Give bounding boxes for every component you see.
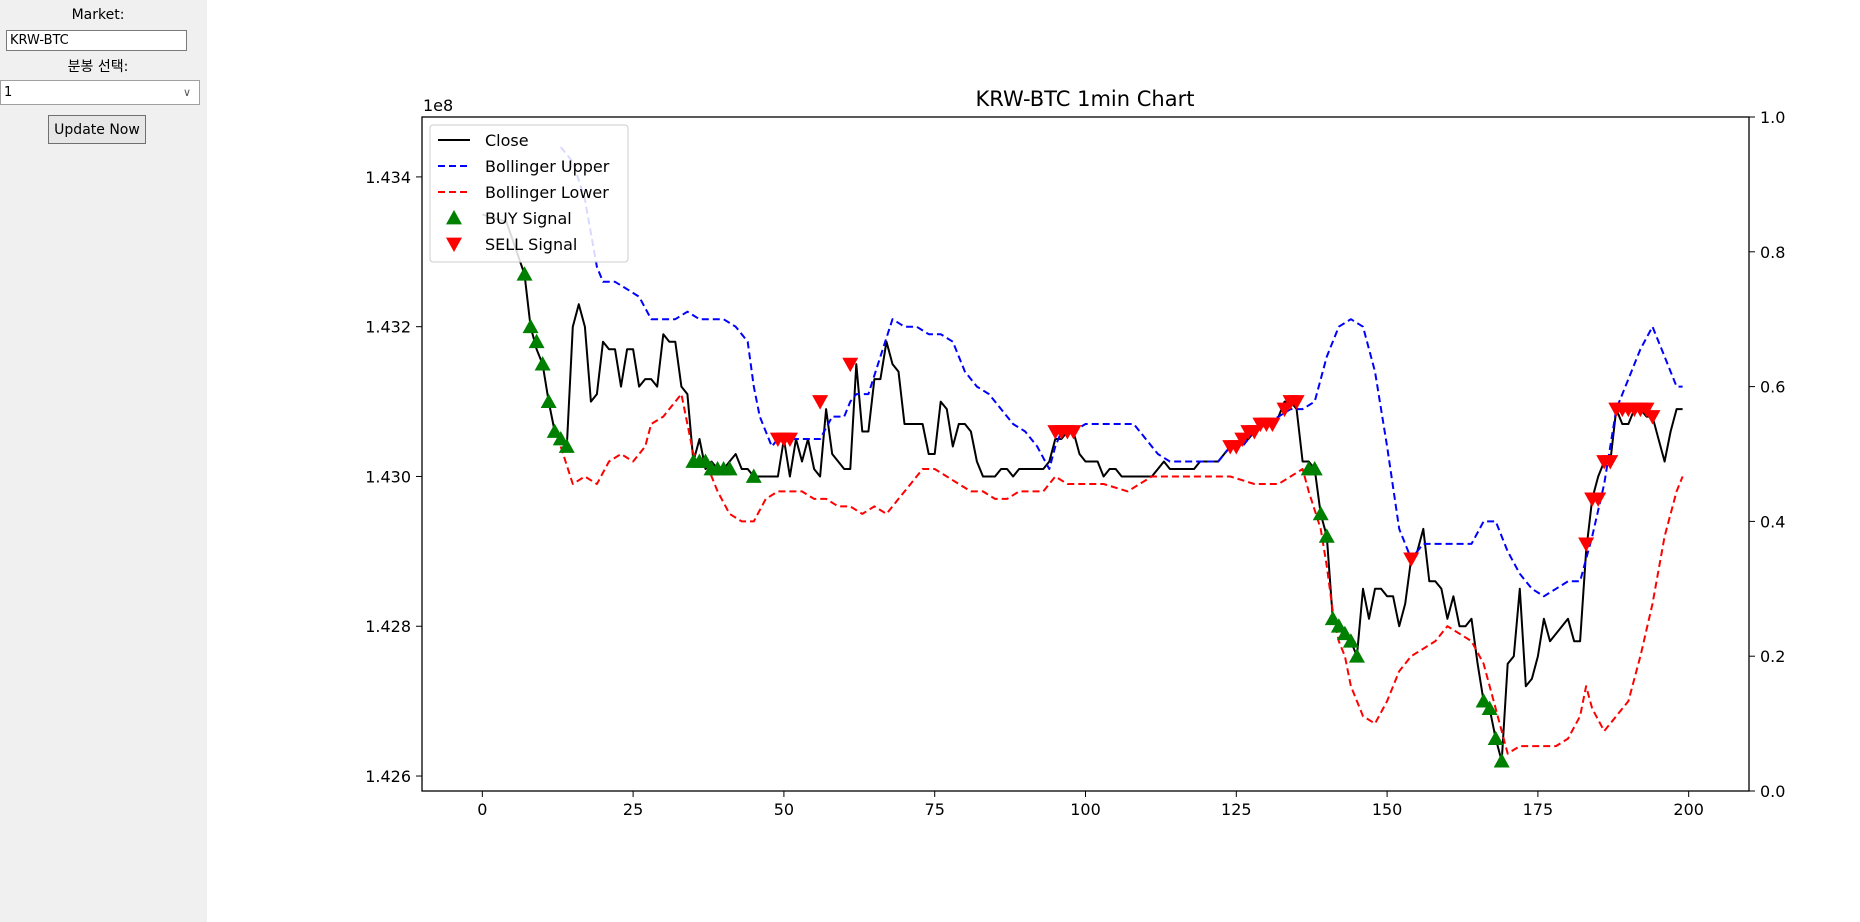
market-input[interactable] bbox=[6, 30, 187, 51]
sell-signal-marker bbox=[842, 357, 859, 373]
legend: Close Bollinger Upper Bollinger Lower BUY S… bbox=[429, 124, 629, 263]
y2-tick-label: 0.4 bbox=[1760, 512, 1785, 531]
y-tick-label: 1.432 bbox=[365, 318, 411, 337]
buy-signal-marker bbox=[1312, 505, 1329, 521]
buy-signal-marker bbox=[1318, 528, 1335, 543]
x-tick-label: 125 bbox=[1221, 800, 1252, 819]
legend-sell-signal-label: SELL Signal bbox=[485, 235, 577, 254]
y-tick-label: 1.430 bbox=[365, 467, 411, 486]
sell-signal-marker bbox=[781, 432, 798, 448]
y-tick-label: 1.428 bbox=[365, 617, 411, 636]
buy-signal-marker bbox=[1330, 618, 1347, 633]
sell-signal-marker bbox=[1602, 455, 1619, 470]
y2-tick-label: 0.8 bbox=[1760, 243, 1785, 262]
x-tick-label: 0 bbox=[477, 800, 487, 819]
x-tick-label: 25 bbox=[623, 800, 643, 819]
x-tick-label: 50 bbox=[774, 800, 794, 819]
buy-signal-marker bbox=[1487, 730, 1504, 745]
y-tick-label: 1.426 bbox=[365, 767, 411, 786]
buy-signal-marker bbox=[697, 453, 714, 468]
buy-signal-marker bbox=[534, 356, 551, 371]
buy-signal-marker bbox=[522, 318, 539, 334]
bollinger-upper-line bbox=[559, 146, 1683, 598]
update-now-button[interactable]: Update Now bbox=[48, 115, 146, 144]
close-line bbox=[482, 213, 1683, 762]
buy-signal-marker bbox=[1481, 700, 1498, 716]
legend-box bbox=[429, 124, 629, 263]
interval-select[interactable]: 1 bbox=[0, 80, 200, 105]
y2-tick-label: 0.0 bbox=[1760, 782, 1785, 801]
sell-signal-marker bbox=[1234, 432, 1251, 448]
buy-signal-marker bbox=[540, 393, 557, 408]
legend-sell-signal-swatch bbox=[446, 237, 462, 252]
x-tick-label: 150 bbox=[1372, 800, 1403, 819]
buy-signal-marker bbox=[745, 468, 762, 483]
x-tick-label: 175 bbox=[1523, 800, 1554, 819]
buy-signal-marker bbox=[1336, 625, 1353, 641]
buy-signal-marker bbox=[1475, 693, 1492, 708]
plot-frame bbox=[421, 116, 1750, 792]
buy-signal-marker bbox=[546, 423, 563, 438]
x-tick-label: 75 bbox=[925, 800, 945, 819]
sell-signal-marker bbox=[1403, 552, 1420, 567]
buy-signal-marker bbox=[1306, 460, 1323, 476]
legend-bollinger-upper-label: Bollinger Upper bbox=[485, 157, 610, 176]
buy-signal-marker bbox=[1342, 633, 1359, 648]
legend-bollinger-lower-label: Bollinger Lower bbox=[485, 183, 609, 202]
legend-buy-signal-swatch bbox=[446, 210, 462, 225]
buy-signal-marker bbox=[528, 333, 545, 349]
control-panel: Market: 분봉 선택: 1 ∨ Update Now bbox=[0, 0, 207, 922]
sell-signal-marker bbox=[1246, 425, 1263, 440]
market-label: Market: bbox=[71, 7, 125, 23]
buy-signal-marker bbox=[552, 431, 569, 446]
legend-close-label: Close bbox=[485, 131, 529, 150]
x-tick-label: 200 bbox=[1673, 800, 1704, 819]
sell-signal-marker bbox=[1578, 537, 1595, 552]
buy-signal-marker bbox=[1324, 610, 1341, 626]
y-tick-label: 1.434 bbox=[365, 168, 411, 187]
y2-tick-label: 1.0 bbox=[1760, 108, 1785, 127]
plot-area bbox=[482, 146, 1684, 768]
bollinger-lower-line bbox=[559, 393, 1684, 755]
sell-signal-marker bbox=[812, 395, 829, 410]
sell-signal-marker bbox=[1264, 417, 1281, 433]
axes: 0 25 50 75 100 125 150 175 200 1.426 1.428 1.430 1.4… bbox=[365, 108, 1785, 819]
buy-signal-marker bbox=[558, 438, 575, 453]
buy-signal-marker bbox=[1493, 753, 1510, 768]
sell-signal-marker bbox=[1644, 410, 1661, 425]
legend-buy-signal-label: BUY Signal bbox=[485, 209, 572, 228]
y2-tick-label: 0.6 bbox=[1760, 378, 1785, 397]
y-offset-label: 1e8 bbox=[423, 96, 453, 115]
buy-signal-marker bbox=[721, 460, 738, 476]
sell-signal-marker bbox=[1590, 492, 1607, 507]
x-tick-label: 100 bbox=[1070, 800, 1101, 819]
buy-signal-marker bbox=[1348, 648, 1365, 663]
sell-signal-marker bbox=[1065, 425, 1082, 440]
sell-signal-marker bbox=[1228, 440, 1245, 455]
interval-label: 분봉 선택: bbox=[67, 59, 129, 75]
sell-signal-marker bbox=[1638, 402, 1655, 418]
sell-signal-marker bbox=[1276, 402, 1293, 418]
buy-signal-marker bbox=[516, 266, 533, 281]
y2-tick-label: 0.2 bbox=[1760, 647, 1785, 666]
chart-title: KRW-BTC 1min Chart bbox=[976, 87, 1195, 111]
sell-signal-marker bbox=[1288, 395, 1305, 410]
